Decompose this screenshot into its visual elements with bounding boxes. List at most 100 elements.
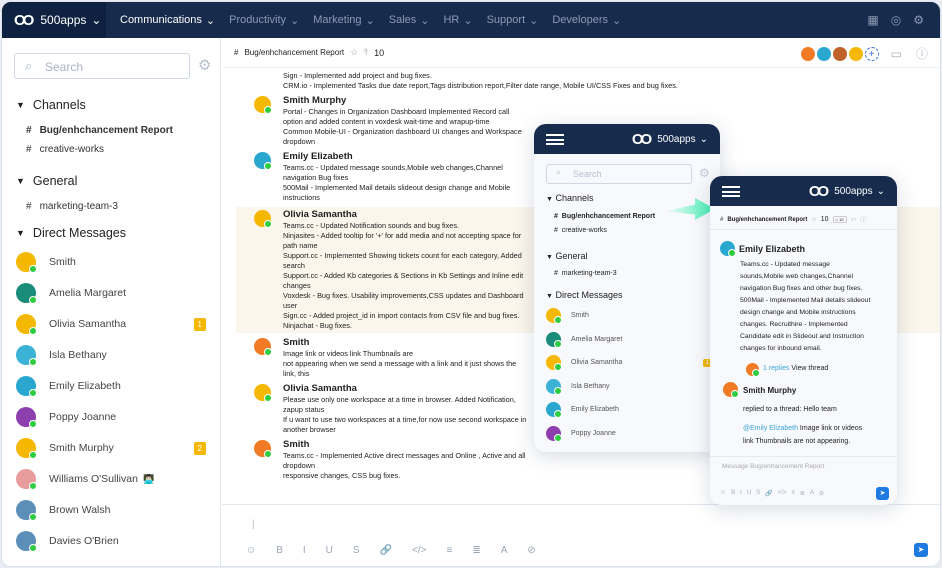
underline-icon[interactable]: U [325,545,333,556]
nav-item-support[interactable]: Support ⌄ [487,14,539,27]
dm-section-toggle[interactable]: ▼ Direct Messages [546,290,622,300]
emoji-icon[interactable]: ☺ [720,490,727,496]
author-name[interactable]: Smith [283,337,310,348]
message-line: Teams.cc - Updated message [740,261,830,268]
attachment-icon[interactable]: ⊘ [527,545,536,556]
underline-icon[interactable]: U [746,490,752,496]
dm-item[interactable]: Poppy Joanne [16,407,206,428]
avatar [546,426,562,442]
channels-section-toggle[interactable]: ▼ Channels [16,98,86,112]
brand-switcher[interactable]: OO 500apps ⌄ [2,2,106,38]
settings-icon[interactable]: ⚙ [913,13,924,27]
nav-item-developers[interactable]: Developers ⌄ [552,14,621,27]
dm-section-toggle[interactable]: ▼ Direct Messages [16,226,126,240]
star-icon[interactable]: ☆ [811,217,817,223]
dm-item[interactable]: Amelia Margaret [16,283,206,304]
code-icon[interactable]: </> [777,490,787,496]
channel-marketing-team-3[interactable]: # marketing-team-3 [554,270,617,277]
video-call-icon[interactable]: ▭ [890,46,902,61]
avatar [16,376,37,397]
info-icon[interactable]: ⓘ [915,47,928,61]
general-section-toggle[interactable]: ▼ General [546,251,587,261]
channel-creative-works[interactable]: # creative-works [554,227,607,234]
send-button[interactable]: ➤ [876,487,889,500]
add-member-icon[interactable]: + [864,46,879,61]
nav-item-sales[interactable]: Sales ⌄ [389,14,430,27]
ordered-list-icon[interactable]: ≡ [446,545,453,556]
thread-link[interactable]: 1 replies View thread [763,365,828,372]
gear-icon[interactable]: ⚙ [699,166,710,180]
channel-item[interactable]: # Bug/enhchancement Report [26,125,173,136]
video-call-icon[interactable]: ▭ [850,217,857,223]
star-icon[interactable]: ☆ [350,47,359,57]
channel-item[interactable]: # creative-works [26,144,104,155]
dm-item[interactable]: Olivia Samantha 1 [16,314,206,335]
avatar [16,252,37,273]
strikethrough-icon[interactable]: S [756,490,761,496]
strikethrough-icon[interactable]: S [352,545,360,556]
search-input[interactable]: ⌕ Search [14,53,190,79]
gear-icon[interactable]: ⚙ [198,57,212,74]
message-composer[interactable]: | ☺ B I U S 🔗 </> ≡ ≣ A ⊘ ➤ [222,504,940,566]
author-name[interactable]: Olivia Samantha [283,209,357,220]
reply-count[interactable]: 1 replies [763,365,790,372]
ordered-list-icon[interactable]: ≡ [791,490,795,496]
italic-icon[interactable]: I [740,490,742,496]
menu-icon[interactable] [722,185,740,197]
send-button[interactable]: ➤ [914,543,928,557]
text-color-icon[interactable]: A [809,490,814,496]
nav-item-communications[interactable]: Communications ⌄ [120,14,215,27]
code-icon[interactable]: </> [412,545,427,556]
author-name[interactable]: Emily Elizabeth [283,151,353,162]
mention-link[interactable]: @Emily Elizabeth [743,425,798,432]
message: Sign - Implemented add project and bug f… [222,71,940,91]
menu-icon[interactable] [546,133,564,145]
dm-item[interactable]: Isla Bethany [546,378,712,395]
dm-item[interactable]: Williams O'Sullivan 👨🏻‍💻 [16,469,206,490]
link-icon[interactable]: 🔗 [765,491,773,497]
author-name[interactable]: Smith Murphy [283,95,347,106]
author-name[interactable]: Olivia Samantha [283,383,357,394]
unread-badge: 1 [702,358,712,367]
bold-icon[interactable]: B [731,490,736,496]
dm-item[interactable]: Isla Bethany [16,345,206,366]
dm-item[interactable]: Smith [546,308,712,324]
sidebar: ⌕ Search ⚙ ▼ Channels # Bug/enhchancement R… [2,38,221,566]
nav-item-marketing[interactable]: Marketing ⌄ [313,14,375,27]
dm-item[interactable]: Smith Murphy 2 [16,438,206,459]
nav-item-hr[interactable]: HR ⌄ [443,14,472,27]
dm-item[interactable]: Emily Elizabeth [546,402,712,419]
dm-item[interactable]: Brown Walsh [16,500,206,521]
author-name[interactable]: Smith [283,439,310,450]
link-icon[interactable]: 🔗 [379,545,393,556]
member-count: 10 [820,216,829,223]
dm-item[interactable]: Smith [16,252,206,273]
bullet-list-icon[interactable]: ≣ [472,545,481,556]
avatar [16,345,37,366]
help-icon[interactable]: ◎ [890,13,902,27]
search-input[interactable]: ⌕ Search [546,164,692,184]
bold-icon[interactable]: B [276,545,283,556]
text-color-icon[interactable]: A [500,545,508,556]
dm-item[interactable]: Amelia Margaret [546,331,712,348]
info-icon[interactable]: ⓘ [860,218,867,224]
dm-item[interactable]: Olivia Samantha 1 [546,355,712,372]
grid-icon[interactable]: ▦ [867,13,879,27]
channel-marketing-team-3[interactable]: # marketing-team-3 [26,201,118,212]
italic-icon[interactable]: I [302,545,306,556]
general-section-toggle[interactable]: ▼ General [16,174,77,188]
view-thread-link[interactable]: View thread [791,365,829,372]
message-input[interactable]: Message Bug/enhancement Report [722,463,825,470]
dm-item[interactable]: Emily Elizabeth [16,376,206,397]
chevron-down-icon: ⌄ [91,13,102,27]
dm-item[interactable]: Davies O'Brien [16,531,206,552]
channels-section-toggle[interactable]: ▼ Channels [546,193,593,203]
emoji-icon[interactable]: ☺ [246,545,257,556]
attachment-icon[interactable]: ⊘ [818,491,824,497]
dm-name: Emily Elizabeth [571,406,619,414]
channel-bug-report[interactable]: # Bug/enhchancement Report [554,213,656,220]
members-tag[interactable]: ⌂ 10 [832,216,847,223]
nav-item-productivity[interactable]: Productivity ⌄ [229,14,299,27]
dm-item[interactable]: Poppy Joanne [546,426,712,442]
bullet-list-icon[interactable]: ≣ [799,491,805,497]
